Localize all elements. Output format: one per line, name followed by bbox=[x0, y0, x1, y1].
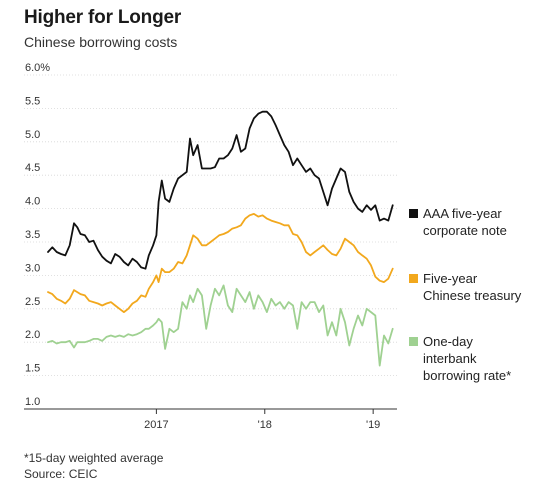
legend-label-line-2: Chinese treasury bbox=[423, 288, 522, 303]
series-line-interbank-rate bbox=[47, 284, 394, 367]
legend-item-treasury: Five-year Chinese treasury bbox=[409, 270, 521, 304]
x-tick-label: '18 bbox=[258, 419, 272, 431]
y-tick-label: 1.5 bbox=[25, 363, 40, 375]
y-axis-ticks: 1.0 1.5 2.0 2.5 3.0 3.5 4.0 4.5 5.0 5.5 6.0% bbox=[25, 62, 50, 408]
series-lines bbox=[47, 110, 394, 367]
series-line-treasury bbox=[47, 213, 394, 313]
series-line-corporate-note bbox=[47, 110, 394, 270]
y-tick-label: 6.0% bbox=[25, 62, 50, 74]
x-tick-label: '19 bbox=[366, 419, 380, 431]
legend-swatch bbox=[409, 337, 418, 346]
footnote: *15-day weighted average bbox=[24, 451, 164, 465]
legend-label-line-1: One-day bbox=[423, 334, 473, 349]
chart-title: Higher for Longer bbox=[24, 7, 182, 28]
legend-label-line-2: interbank bbox=[423, 351, 477, 366]
y-tick-label: 5.5 bbox=[25, 95, 40, 107]
legend-swatch bbox=[409, 209, 418, 218]
y-tick-label: 4.5 bbox=[25, 162, 40, 174]
source-note: Source: CEIC bbox=[24, 467, 98, 481]
legend-label-line-1: AAA five-year bbox=[423, 206, 502, 221]
y-tick-label: 4.0 bbox=[25, 196, 40, 208]
legend-label-line-1: Five-year bbox=[423, 271, 478, 286]
y-tick-label: 2.5 bbox=[25, 296, 40, 308]
legend-label-line-2: corporate note bbox=[423, 223, 507, 238]
y-tick-label: 5.0 bbox=[25, 129, 40, 141]
legend-swatch bbox=[409, 274, 418, 283]
legend-label-line-3: borrowing rate* bbox=[423, 368, 512, 383]
y-tick-label: 3.0 bbox=[25, 262, 40, 274]
legend-item-corporate-note: AAA five-year corporate note bbox=[409, 205, 507, 239]
legend-item-interbank-rate: One-day interbank borrowing rate* bbox=[409, 333, 511, 384]
y-tick-label: 2.0 bbox=[25, 329, 40, 341]
chart-subtitle: Chinese borrowing costs bbox=[24, 34, 178, 50]
x-axis-ticks: 2017 '18 '19 bbox=[144, 409, 380, 431]
y-tick-label: 1.0 bbox=[25, 396, 40, 408]
y-tick-label: 3.5 bbox=[25, 229, 40, 241]
x-tick-label: 2017 bbox=[144, 419, 168, 431]
